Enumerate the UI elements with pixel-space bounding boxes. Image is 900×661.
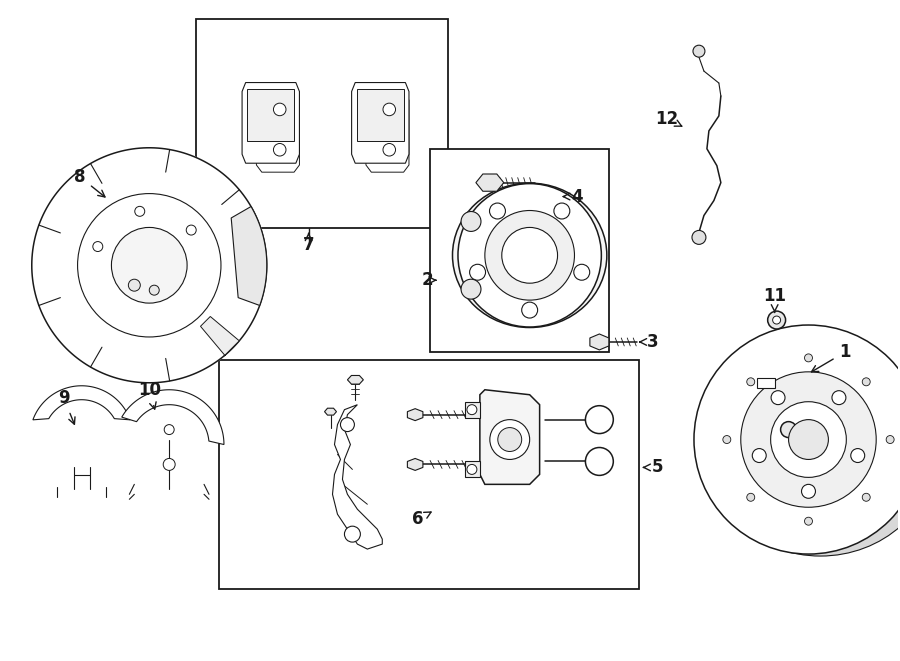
Text: 9: 9 <box>58 389 75 424</box>
Circle shape <box>585 406 613 434</box>
Text: 8: 8 <box>74 168 105 197</box>
Circle shape <box>574 264 590 280</box>
Circle shape <box>164 424 175 434</box>
Text: 10: 10 <box>138 381 161 409</box>
Polygon shape <box>201 317 239 356</box>
Circle shape <box>77 194 221 337</box>
Circle shape <box>788 420 828 459</box>
Text: 7: 7 <box>302 233 314 254</box>
Circle shape <box>752 449 766 463</box>
Circle shape <box>502 227 557 283</box>
Circle shape <box>93 241 103 252</box>
Polygon shape <box>122 390 224 444</box>
Circle shape <box>135 206 145 216</box>
Bar <box>430 149 609 352</box>
Polygon shape <box>357 89 403 141</box>
Polygon shape <box>325 408 337 415</box>
Circle shape <box>383 103 395 116</box>
Text: 3: 3 <box>640 333 659 351</box>
Circle shape <box>741 372 877 507</box>
Text: 2: 2 <box>421 271 436 290</box>
Polygon shape <box>32 148 266 383</box>
Polygon shape <box>256 91 300 172</box>
Circle shape <box>723 436 731 444</box>
Circle shape <box>554 203 570 219</box>
Circle shape <box>274 143 286 156</box>
Circle shape <box>461 212 481 231</box>
Circle shape <box>485 210 574 300</box>
Polygon shape <box>408 459 423 471</box>
Circle shape <box>461 279 481 299</box>
Circle shape <box>862 493 870 501</box>
Circle shape <box>693 45 705 57</box>
Circle shape <box>163 459 176 471</box>
Circle shape <box>274 103 286 116</box>
Circle shape <box>747 493 755 501</box>
Circle shape <box>112 227 187 303</box>
Text: 12: 12 <box>655 110 682 128</box>
Circle shape <box>149 285 159 295</box>
Circle shape <box>467 405 477 414</box>
Polygon shape <box>332 405 382 549</box>
Circle shape <box>768 311 786 329</box>
Polygon shape <box>231 206 266 305</box>
Circle shape <box>490 203 506 219</box>
Polygon shape <box>480 390 540 485</box>
Circle shape <box>886 436 894 444</box>
Circle shape <box>522 302 537 318</box>
Circle shape <box>490 420 530 459</box>
Text: 5: 5 <box>644 459 663 477</box>
Circle shape <box>832 391 846 405</box>
Text: 4: 4 <box>563 188 583 206</box>
Circle shape <box>383 143 395 156</box>
Polygon shape <box>242 83 300 163</box>
Circle shape <box>771 391 785 405</box>
Ellipse shape <box>706 347 900 556</box>
Circle shape <box>470 264 485 280</box>
Circle shape <box>692 231 706 245</box>
Circle shape <box>467 465 477 475</box>
Text: 11: 11 <box>763 287 786 312</box>
Circle shape <box>340 418 355 432</box>
Text: 6: 6 <box>412 510 431 528</box>
Circle shape <box>772 316 780 324</box>
Bar <box>757 378 775 388</box>
Polygon shape <box>33 386 130 420</box>
Circle shape <box>805 354 813 362</box>
Polygon shape <box>465 402 480 418</box>
Polygon shape <box>465 461 480 477</box>
Circle shape <box>780 422 796 438</box>
Circle shape <box>805 517 813 525</box>
Bar <box>196 19 448 229</box>
Circle shape <box>129 279 140 291</box>
Circle shape <box>186 225 196 235</box>
Circle shape <box>458 184 601 327</box>
Bar <box>219 360 639 589</box>
Circle shape <box>850 449 865 463</box>
Text: 1: 1 <box>812 343 851 372</box>
Circle shape <box>498 428 522 451</box>
Circle shape <box>770 402 846 477</box>
Circle shape <box>747 378 755 386</box>
Polygon shape <box>366 91 409 172</box>
Circle shape <box>585 447 613 475</box>
Polygon shape <box>248 89 294 141</box>
Circle shape <box>345 526 360 542</box>
Circle shape <box>862 378 870 386</box>
Polygon shape <box>590 334 609 350</box>
Circle shape <box>802 485 815 498</box>
Polygon shape <box>352 83 409 163</box>
Polygon shape <box>476 174 504 191</box>
Ellipse shape <box>453 183 607 327</box>
Circle shape <box>694 325 900 554</box>
Polygon shape <box>408 408 423 420</box>
Polygon shape <box>347 375 364 384</box>
